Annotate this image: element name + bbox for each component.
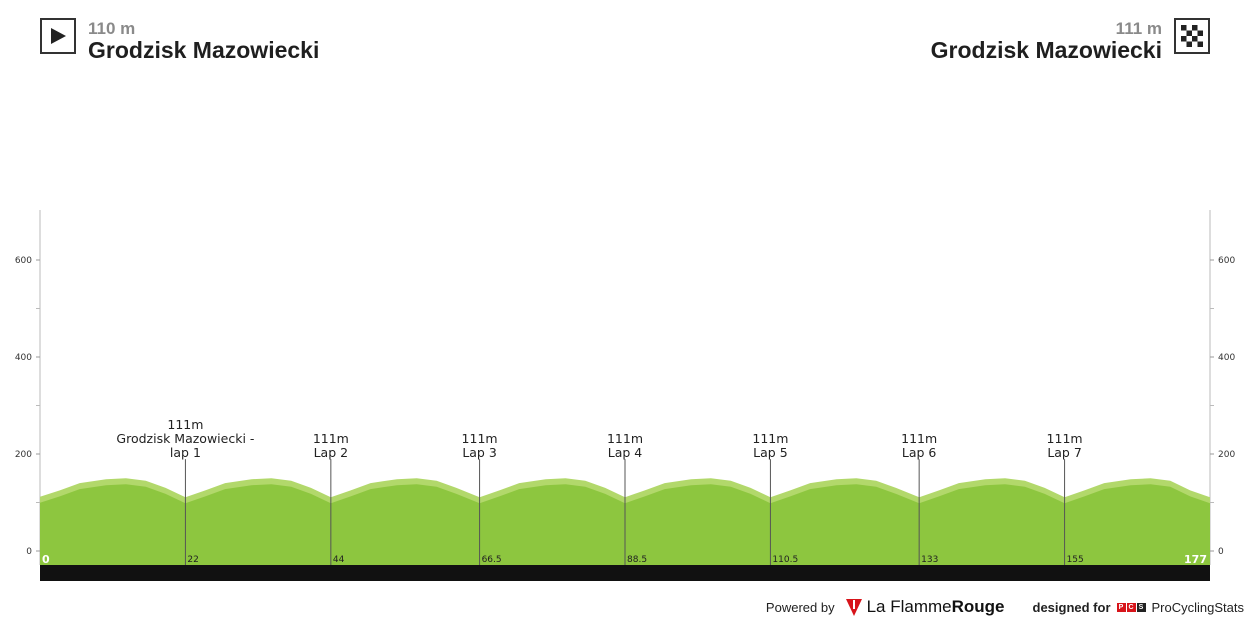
footer: Powered by La Flamme Rouge designed for P…: [766, 597, 1244, 617]
la-flamme-rouge-logo[interactable]: La Flamme Rouge: [845, 597, 1005, 617]
waypoint-name-label: Grodzisk Mazowiecki -: [116, 431, 254, 446]
waypoint-elevation-label: 111m: [901, 431, 937, 446]
km-label: 155: [1067, 555, 1084, 565]
lfr-brand-b: Rouge: [951, 597, 1005, 616]
waypoint-name-label: Lap 2: [314, 445, 349, 460]
y-tick-label-left: 400: [15, 353, 32, 363]
km-label: 44: [333, 555, 345, 565]
finish-town: Grodzisk Mazowiecki: [930, 37, 1162, 63]
waypoint-name-label: Lap 5: [753, 445, 788, 460]
waypoint-elevation-label: 111m: [1047, 431, 1083, 446]
start-header: 110 m Grodzisk Mazowiecki: [40, 18, 319, 62]
procyclingstats-logo[interactable]: P C S ProCyclingStats: [1116, 599, 1244, 615]
finish-header: 111 m Grodzisk Mazowiecki: [931, 18, 1210, 62]
waypoint-elevation-label: 111m: [313, 431, 349, 446]
waypoint-name-label: Lap 3: [462, 445, 497, 460]
waypoint-name-label: Lap 6: [902, 445, 937, 460]
km-label: 88.5: [627, 555, 647, 565]
waypoint-name-label: Lap 4: [608, 445, 643, 460]
km-label-start: 0: [42, 553, 50, 566]
km-label: 66.5: [482, 555, 502, 565]
powered-by-text: Powered by: [765, 599, 835, 615]
km-label: 133: [921, 555, 938, 565]
waypoint-elevation-label: 111m: [607, 431, 643, 446]
checkered-flag-icon: [1174, 18, 1210, 54]
y-tick-label-left: 200: [15, 450, 32, 460]
waypoint-elevation-label: 111m: [462, 431, 498, 446]
km-label: 110.5: [772, 555, 798, 565]
baseline-band: [40, 565, 1210, 581]
waypoint-name-label: Lap 7: [1047, 445, 1082, 460]
km-label: 22: [187, 555, 198, 565]
pcs-name: ProCyclingStats: [1151, 599, 1244, 615]
y-tick-label-right: 600: [1218, 256, 1235, 266]
play-icon: [40, 18, 76, 54]
y-tick-label-right: 200: [1218, 450, 1235, 460]
designed-for-text: designed for: [1032, 599, 1111, 615]
waypoint-elevation-label: 111m: [167, 417, 203, 432]
waypoint-name-label: lap 1: [170, 445, 201, 460]
start-elevation: 110 m: [88, 19, 136, 38]
y-tick-label-right: 0: [1218, 547, 1224, 557]
waypoint-elevation-label: 111m: [752, 431, 788, 446]
pcs-letter-p: P: [1116, 602, 1126, 612]
finish-elevation: 111 m: [1115, 19, 1162, 38]
pcs-letter-c: C: [1126, 602, 1136, 612]
start-town: Grodzisk Mazowiecki: [88, 37, 320, 63]
lfr-brand-a: La Flamme: [866, 597, 952, 616]
y-tick-label-left: 600: [15, 256, 32, 266]
y-tick-label-right: 400: [1218, 353, 1235, 363]
y-tick-label-left: 0: [26, 547, 32, 557]
flamme-rouge-icon: [845, 599, 862, 616]
km-label-end: 177: [1184, 553, 1207, 566]
pcs-letter-s: S: [1136, 602, 1146, 612]
